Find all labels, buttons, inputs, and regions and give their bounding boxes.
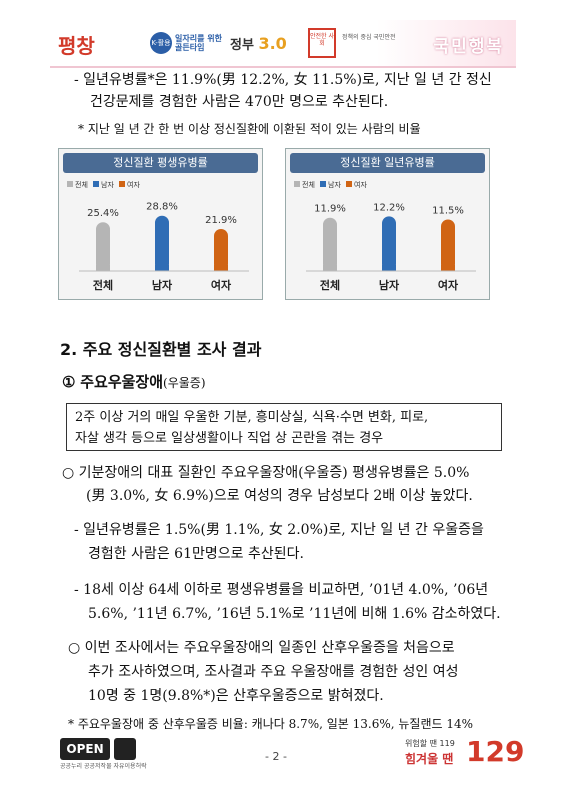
bar-base	[441, 265, 455, 271]
category-label: 전체	[93, 278, 113, 292]
hotline-text: 위험할 땐 119	[405, 739, 455, 748]
category-label: 남자	[152, 278, 173, 292]
legend-swatch	[67, 181, 73, 187]
bar-base	[155, 265, 169, 271]
open-license-note: 공공누리 공공저작물 자유이용허락	[60, 763, 147, 770]
paragraph-lifetime-cont: (男 3.0%, 女 6.9%)으로 여성의 경우 남성보다 2배 이상 높았다…	[86, 488, 473, 504]
legend-label: 전체	[302, 180, 315, 189]
estimate-line: 건강문제를 경험한 사람은 470만 명으로 추산된다.	[90, 92, 388, 112]
safety-logo-text: 정책의 중심 국민안전	[342, 34, 396, 41]
subsection-heading: ① 주요우울장애(우울증)	[62, 372, 206, 393]
bar-base	[214, 265, 228, 271]
subsection-title: 주요우울장애	[80, 373, 164, 391]
bar	[323, 217, 337, 271]
legend-label: 여자	[127, 180, 140, 189]
subsection-paren: (우울증)	[163, 376, 206, 390]
definition-box: 2주 이상 거의 매일 우울한 기분, 흥미상실, 식욕·수면 변화, 피로, …	[66, 403, 502, 451]
paragraph-lifetime: ○ 기분장애의 대표 질환인 주요우울장애(우울증) 평생유병률은 5.0%	[62, 465, 470, 481]
paragraph-trend-cont: 5.6%, ’11년 6.7%, ’16년 5.1%로 ’11년에 비해 1.6…	[88, 606, 501, 622]
category-label: 여자	[211, 278, 232, 292]
chart-one-year-prevalence: 정신질환 일년유병률 전체 남자 여자 11.9% 전체 12.2% 남자 11.5% 여자	[285, 148, 490, 300]
legend-swatch	[320, 181, 326, 187]
data-label: 25.4%	[87, 208, 119, 219]
safety-logo-icon: 안전한 사회	[308, 28, 336, 58]
data-label: 21.9%	[205, 215, 237, 226]
legend-label: 남자	[328, 180, 341, 189]
category-label: 전체	[320, 278, 340, 292]
gov-number: 3.0	[258, 34, 287, 53]
banner-title: 국민행복	[433, 37, 504, 57]
text-line: 건강문제를 경험한 사람은 470만 명으로 추산된다.	[90, 94, 389, 110]
gov30-logo: 정부 3.0	[230, 34, 287, 53]
definition-line2: 자살 생각 등으로 일상생활이나 직업 상 곤란을 겪는 경우	[75, 431, 384, 446]
legend-label: 여자	[354, 180, 367, 189]
data-label: 28.8%	[146, 202, 178, 213]
data-label: 11.5%	[432, 205, 464, 216]
hotline-number: 129	[466, 735, 525, 768]
data-label: 12.2%	[373, 202, 405, 213]
paragraph-one-year-cont: 경험한 사람은 61만명으로 추산된다.	[88, 546, 304, 562]
legend-swatch	[346, 181, 352, 187]
legend-swatch	[119, 181, 125, 187]
jobs-logo-text: 일자리를 위한 골든타임	[175, 34, 222, 52]
category-label: 여자	[438, 278, 459, 292]
one-year-prevalence-line: - 일년유병률*은 11.9%(男 12.2%, 女 11.5%)로, 지난 일…	[74, 70, 492, 90]
jobs-logo-icon: K-활용	[150, 32, 172, 54]
open-license-logo: OPEN	[60, 738, 110, 760]
definition-line1: 2주 이상 거의 매일 우울한 기분, 흥미상실, 식욕·수면 변화, 피로,	[75, 410, 429, 425]
bar	[96, 222, 110, 271]
paragraph-postpartum-cont2: 10명 중 1명(9.8%*)은 산후우울증으로 밝혀졌다.	[88, 688, 384, 704]
legend-label: 남자	[101, 180, 114, 189]
legend-swatch	[93, 181, 99, 187]
legend-label: 전체	[75, 180, 88, 189]
paragraph-postpartum: ○ 이번 조사에서는 주요우울장애의 일종인 산후우울증을 처음으로	[68, 640, 455, 656]
chart-lifetime-prevalence: 정신질환 평생유병률 전체 남자 여자 25.4% 전체 28.8% 남자 21.9% 여자	[58, 148, 263, 300]
paragraph-one-year: - 일년유병률은 1.5%(男 1.1%, 女 2.0%)로, 지난 일 년 간…	[74, 522, 484, 538]
section-heading: 2. 주요 정신질환별 조사 결과	[60, 340, 262, 359]
page-number: - 2 -	[265, 750, 287, 763]
bar-base	[323, 265, 337, 271]
data-label: 11.9%	[314, 204, 346, 215]
subsection-number: ①	[62, 373, 76, 391]
hotline-text2: 힘겨울 땐	[405, 752, 454, 766]
paragraph-postpartum-cont: 추가 조사하였으며, 조사결과 주요 우울장애를 경험한 성인 여성	[88, 664, 459, 680]
jobs-logo-line1: 일자리를 위한	[175, 34, 222, 43]
chart-title: 정신질환 평생유병률	[63, 153, 258, 173]
bar	[441, 219, 455, 271]
bar-base	[382, 265, 396, 271]
footnote-definition: * 지난 일 년 간 한 번 이상 정신질환에 이환된 적이 있는 사람의 비율	[78, 122, 421, 136]
paragraph-trend: - 18세 이상 64세 이하로 평생유병률을 비교하면, ’01년 4.0%,…	[74, 582, 489, 598]
category-label: 남자	[379, 278, 400, 292]
text-line: - 일년유병률*은 11.9%(男 12.2%, 女 11.5%)로, 지난 일…	[74, 72, 492, 88]
header-banner: 평창 K-활용 일자리를 위한 골든타임 정부 3.0 안전한 사회 정책의 중…	[50, 20, 516, 68]
chart-title: 정신질환 일년유병률	[290, 153, 485, 173]
license-type-icon	[114, 738, 136, 760]
bar	[155, 215, 169, 271]
bar	[214, 228, 228, 271]
legend-swatch	[294, 181, 300, 187]
bar-base	[96, 265, 110, 271]
footnote-postpartum: * 주요우울장애 중 산후우울증 비율: 캐나다 8.7%, 일본 13.6%,…	[68, 717, 474, 731]
bar	[382, 216, 396, 271]
gov-label: 정부	[230, 38, 254, 53]
pyeongchang-logo: 평창	[58, 34, 95, 58]
jobs-logo-line2: 골든타임	[175, 43, 205, 52]
